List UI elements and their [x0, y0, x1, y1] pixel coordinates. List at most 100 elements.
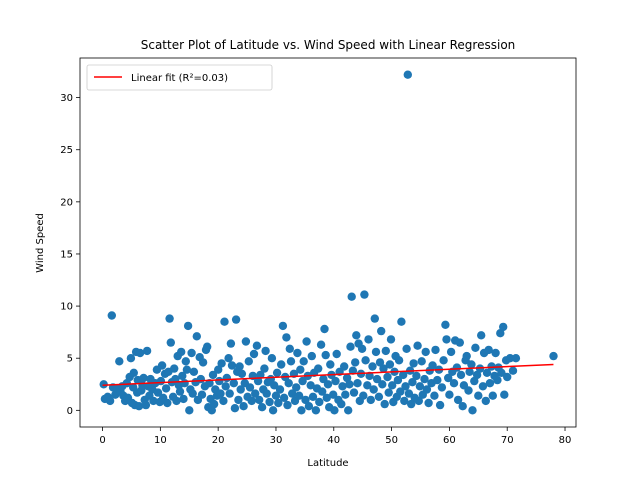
data-point [115, 357, 124, 366]
data-point [496, 329, 505, 338]
data-point [234, 395, 243, 405]
data-point [316, 340, 326, 349]
data-point [260, 364, 269, 373]
data-point [357, 344, 367, 353]
data-point [181, 357, 190, 366]
data-point [251, 389, 260, 398]
data-point [105, 396, 115, 406]
data-point [235, 362, 244, 371]
data-point [216, 389, 225, 398]
x-tick-label: 20 [212, 435, 225, 446]
data-point [471, 343, 480, 352]
data-point [275, 385, 285, 394]
data-point [320, 324, 329, 334]
data-point [441, 320, 450, 329]
data-point [318, 387, 327, 396]
data-point [360, 290, 369, 299]
data-point [249, 349, 259, 359]
data-point [229, 379, 238, 388]
data-point [399, 370, 408, 380]
data-point [449, 379, 459, 388]
data-point [493, 375, 502, 385]
data-point [456, 370, 466, 380]
data-point [381, 346, 390, 356]
x-tick-label: 10 [154, 435, 167, 446]
data-point [239, 402, 248, 411]
data-point [163, 398, 172, 408]
data-point [413, 341, 422, 350]
data-point [149, 396, 158, 406]
data-point [403, 70, 412, 79]
data-point [349, 388, 359, 397]
data-point [175, 387, 185, 396]
data-point [166, 338, 175, 347]
data-point [224, 354, 233, 363]
plot-frame [79, 57, 577, 428]
data-point [297, 406, 306, 415]
data-point [177, 347, 186, 357]
data-point [445, 390, 454, 399]
data-point [165, 314, 174, 323]
data-point [338, 382, 347, 391]
data-point [157, 361, 167, 370]
data-point [272, 368, 282, 377]
data-point [306, 381, 315, 390]
data-point [219, 396, 228, 406]
y-tick-label: 15 [60, 249, 73, 260]
data-point [402, 344, 411, 353]
data-point [464, 386, 473, 395]
x-tick-label: 30 [270, 435, 283, 446]
data-point [353, 379, 362, 388]
data-point [293, 348, 302, 358]
x-tick-label: 70 [501, 435, 514, 446]
data-point [371, 347, 381, 357]
data-point [227, 361, 237, 370]
data-point [214, 365, 223, 374]
data-point [482, 368, 492, 377]
data-point [359, 391, 368, 400]
data-point [384, 388, 393, 397]
data-point [255, 395, 264, 405]
data-point [301, 395, 310, 405]
data-point [189, 367, 199, 376]
data-point [433, 375, 442, 385]
data-point [478, 382, 488, 391]
data-point [400, 396, 409, 406]
data-point [394, 356, 404, 365]
data-point [185, 406, 194, 415]
data-point [415, 382, 425, 391]
data-point [458, 402, 467, 411]
data-point [421, 347, 430, 357]
data-point [247, 396, 256, 406]
data-point [437, 383, 447, 392]
data-point [332, 349, 341, 359]
data-point [196, 374, 205, 384]
data-point [408, 378, 417, 387]
data-point [262, 389, 271, 398]
data-point [215, 376, 224, 386]
data-point [497, 368, 506, 377]
data-point [231, 315, 241, 324]
data-point [404, 389, 414, 398]
data-point [340, 362, 349, 371]
data-point [442, 335, 451, 344]
data-point [129, 368, 138, 377]
data-point [396, 387, 405, 396]
data-point [477, 331, 486, 340]
data-point [453, 395, 463, 405]
data-point [217, 359, 226, 368]
data-point [422, 385, 432, 394]
x-tick-label: 60 [443, 435, 456, 446]
data-point [361, 356, 370, 365]
data-point [296, 365, 305, 374]
data-point [326, 360, 335, 369]
data-point [315, 397, 324, 407]
data-point [139, 373, 148, 383]
data-point [412, 371, 421, 381]
data-point [274, 398, 283, 408]
x-tick-label: 0 [99, 435, 105, 446]
data-point [203, 342, 212, 351]
data-point [308, 392, 318, 401]
data-point [444, 373, 453, 383]
data-point [363, 381, 372, 390]
